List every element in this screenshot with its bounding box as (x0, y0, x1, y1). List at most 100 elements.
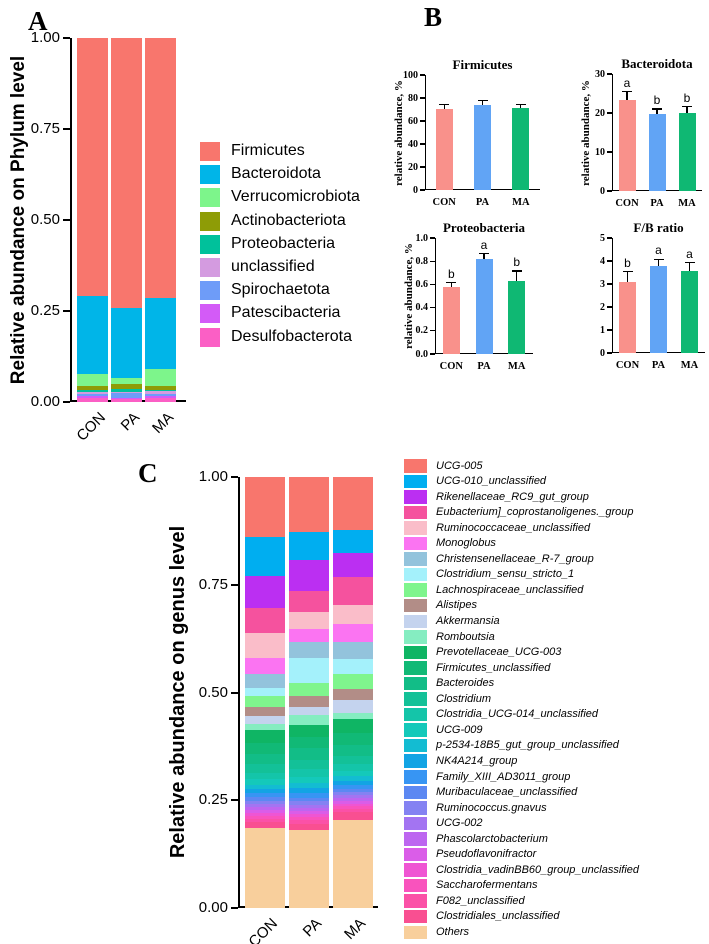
y-tick-label: 80 (408, 92, 418, 104)
y-tick-label: 0.75 (198, 575, 228, 593)
y-tick-label: 5 (600, 232, 605, 244)
segment-Family_XIII_AD3011_group (333, 785, 373, 789)
stacked-bar-MA (333, 477, 373, 908)
segment-unclassified (145, 391, 176, 394)
segment-UCG-005 (333, 477, 373, 530)
bar-CON (619, 282, 636, 353)
y-tick-mark (430, 330, 435, 332)
segment-Bacteroidota (111, 308, 142, 378)
legend-swatch-NK4A214_group (404, 754, 427, 768)
y-tick-label: 0.75 (30, 120, 60, 137)
legend-label-Pseudoflavonifractor: Pseudoflavonifractor (436, 848, 537, 861)
panel-c-label: C (138, 458, 158, 488)
error-bar-cap (684, 261, 695, 264)
legend-swatch-Phascolarctobacterium (404, 832, 427, 846)
legend-label-p-2534-18B5_gut_group_unclassified: p-2534-18B5_gut_group_unclassified (436, 739, 619, 752)
significance-letter: a (623, 75, 631, 90)
segment-Rikenellaceae_RC9_gut_group (333, 552, 373, 578)
segment-Saccharofermentans (245, 816, 285, 820)
chart-title-bacteroidota: Bacteroidota (621, 56, 693, 71)
legend-label-UCG-002: UCG-002 (436, 817, 483, 830)
x-tick-label-PA: PA (651, 360, 666, 371)
y-tick-mark (231, 691, 238, 694)
segment-Lachnospiraceae_unclassified (245, 695, 285, 708)
legend-swatch-Clostridiales_unclassified (404, 909, 427, 924)
segment-Eubacterium]_coprostanoligenes._group (289, 590, 329, 613)
legend-swatch-Alistipes (404, 598, 427, 613)
segment-UCG-009 (333, 771, 373, 777)
segment-Monoglobus (245, 658, 285, 674)
x-tick-label-MA: MA (678, 198, 696, 209)
segment-F082_unclassified (333, 808, 373, 812)
chart-title-fb_ratio: F/B ratio (633, 220, 684, 235)
segment-Romboutsia (333, 712, 373, 720)
segment-Firmicutes_unclassified (245, 742, 285, 754)
bar-CON (618, 100, 636, 191)
legend-label-Muribaculaceae_unclassified: Muribaculaceae_unclassified (436, 786, 578, 799)
bar-PA (650, 266, 667, 353)
segment-Clostridiales_unclassified (289, 823, 329, 830)
y-tick-mark (607, 237, 612, 239)
legend-label-Ruminococcus.gnavus: Ruminococcus.gnavus (436, 801, 547, 814)
stacked-bar-CON (245, 477, 285, 908)
y-tick-label: 0.00 (198, 899, 228, 916)
legend-swatch-Lachnospiraceae_unclassified (404, 583, 427, 597)
y-tick-mark (607, 329, 612, 331)
y-tick-mark (420, 166, 425, 168)
error-bar-cap (622, 271, 633, 273)
segment-UCG-009 (289, 776, 329, 783)
x-tick-label-MA: MA (507, 361, 526, 372)
segment-F082_unclassified (245, 819, 285, 823)
bar-MA (512, 108, 530, 190)
legend-label-Monoglobus: Monoglobus (436, 537, 496, 550)
segment-Clostridia_vadinBB60_group_unclassified (245, 812, 285, 816)
y-tick-label: 20 (408, 161, 418, 173)
segment-Others (245, 828, 285, 908)
y-tick-mark (607, 306, 612, 308)
segment-Others (333, 819, 373, 908)
segment-Bacteroides (245, 753, 285, 765)
legend-swatch-Actinobacteriota (200, 211, 220, 231)
segment-Muribaculaceae_unclassified (333, 788, 373, 793)
segment-Ruminococcus.gnavus (289, 801, 329, 805)
segment-Ruminococcus.gnavus (333, 792, 373, 796)
y-tick-mark (607, 112, 612, 114)
segment-Clostridia_vadinBB60_group_unclassified (289, 814, 329, 818)
segment-F082_unclassified (289, 820, 329, 824)
x-tick-label-PA: PA (475, 197, 490, 208)
legend-swatch-Clostridia_UCG-014_unclassified (404, 707, 427, 722)
segment-UCG-002 (289, 804, 329, 809)
segment-Spirochaetota (77, 393, 108, 396)
segment-Bacteroides (289, 748, 329, 760)
y-tick-mark (231, 907, 238, 909)
legend-swatch-Bacteroidota (200, 165, 220, 185)
segment-Phascolarctobacterium (289, 808, 329, 812)
segment-Desulfobacterota (145, 398, 176, 402)
y-tick-label: 0 (600, 347, 605, 359)
y-tick-label: 0.6 (415, 278, 429, 290)
legend-label-Desulfobacterota: Desulfobacterota (231, 327, 352, 345)
segment-Bacteroidota (77, 296, 108, 375)
bar-PA (474, 104, 491, 190)
y-tick-mark (430, 283, 435, 286)
error-bar-cap (682, 106, 692, 108)
segment-Rikenellaceae_RC9_gut_group (289, 560, 329, 591)
legend-label-Clostridium: Clostridium (436, 692, 492, 705)
legend-swatch-Verrucomicrobiota (200, 188, 220, 208)
legend-label-Actinobacteriota: Actinobacteriota (231, 211, 346, 229)
legend-swatch-Prevotellaceae_UCG-003 (404, 645, 427, 660)
stacked-bar-CON (77, 38, 108, 402)
y-tick-mark (63, 37, 70, 39)
error-bar-line (688, 262, 691, 272)
legend-label-Spirochaetota: Spirochaetota (231, 281, 330, 299)
segment-Monoglobus (333, 623, 373, 643)
segment-unclassified (77, 391, 108, 394)
significance-letter: b (683, 90, 691, 105)
significance-letter: a (655, 243, 662, 258)
segment-NK4A214_group (333, 780, 373, 785)
legend-swatch-Spirochaetota (200, 281, 220, 301)
x-tick-label-MA: MA (680, 360, 699, 371)
y-tick-mark (231, 476, 238, 478)
y-tick-mark (63, 219, 70, 221)
